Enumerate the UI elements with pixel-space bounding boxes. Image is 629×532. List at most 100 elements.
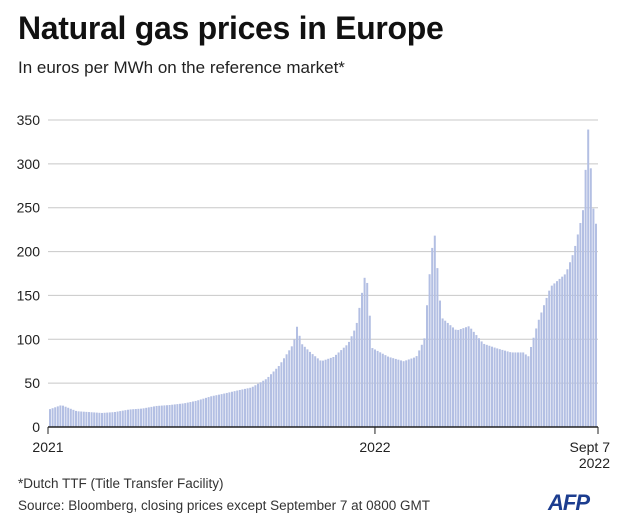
price-bar	[540, 312, 543, 427]
price-bar	[465, 327, 467, 427]
price-bar	[293, 339, 296, 427]
price-bar	[306, 349, 309, 427]
price-bar	[158, 405, 161, 427]
price-bar	[106, 412, 109, 427]
price-bar	[433, 235, 436, 427]
price-bar	[181, 403, 184, 427]
price-bar	[145, 407, 148, 427]
price-bar	[514, 352, 517, 427]
price-bar	[483, 343, 486, 427]
price-bar	[168, 405, 171, 427]
price-bar	[56, 406, 59, 427]
price-bar	[524, 354, 527, 427]
price-bar	[223, 393, 226, 427]
price-bar	[342, 347, 345, 427]
price-bar	[155, 405, 158, 427]
price-bar	[491, 346, 493, 427]
price-bar	[101, 412, 103, 427]
price-bar	[129, 409, 132, 427]
afp-logo: AFP	[548, 490, 628, 520]
price-bar	[335, 354, 337, 427]
price-bar	[459, 329, 462, 427]
price-bar	[311, 354, 314, 427]
price-bar	[392, 358, 395, 427]
price-bar	[436, 268, 439, 427]
price-bar	[485, 344, 488, 427]
price-bar	[124, 410, 127, 427]
price-bar	[199, 399, 202, 427]
price-bar	[506, 351, 509, 427]
price-bar	[98, 412, 101, 427]
price-bar	[415, 356, 418, 427]
price-bar	[394, 358, 397, 427]
x-tick-label: Sept 7	[570, 439, 611, 455]
price-bar	[361, 292, 363, 427]
price-bar	[314, 356, 317, 427]
price-bar	[218, 394, 220, 427]
price-bar	[59, 405, 62, 427]
price-bar	[587, 129, 590, 427]
price-bar	[579, 223, 582, 427]
price-bar	[270, 374, 272, 427]
y-tick-label: 350	[17, 112, 41, 128]
price-bar	[379, 352, 382, 427]
price-bar	[576, 234, 579, 427]
price-bar	[519, 352, 522, 427]
price-bars	[49, 129, 597, 427]
price-bar	[428, 274, 431, 427]
price-bar	[457, 329, 460, 427]
price-bar	[319, 360, 322, 427]
price-bar	[277, 366, 280, 427]
price-bar	[402, 361, 405, 427]
price-bar	[381, 353, 384, 427]
price-bar	[82, 411, 85, 427]
price-bar	[179, 403, 181, 427]
price-bar	[173, 404, 176, 427]
y-tick-label: 50	[24, 375, 40, 391]
price-bar	[478, 338, 480, 427]
price-bar	[220, 394, 223, 427]
price-bar	[114, 411, 116, 427]
price-bar	[389, 357, 392, 427]
price-bar	[134, 409, 137, 427]
y-tick-label: 250	[17, 200, 41, 216]
price-bar	[420, 344, 423, 427]
price-bar	[571, 255, 574, 427]
x-tick-label: 2022	[359, 439, 390, 455]
x-tick-label: 2021	[32, 439, 63, 455]
price-bar	[493, 347, 496, 427]
price-bar	[231, 391, 233, 427]
price-bar	[147, 407, 150, 427]
price-bar	[517, 352, 519, 427]
price-bar	[166, 405, 168, 427]
price-bar	[75, 410, 77, 427]
price-bar	[228, 392, 231, 427]
price-bar	[324, 359, 327, 427]
price-bar	[119, 411, 122, 427]
price-bar	[142, 408, 145, 427]
price-bar	[236, 390, 239, 427]
price-bar	[322, 360, 324, 427]
price-bar	[127, 409, 129, 427]
price-bar	[446, 322, 449, 427]
price-bar	[184, 403, 187, 427]
price-bar	[257, 383, 259, 427]
price-bar	[418, 350, 421, 427]
price-bar	[480, 341, 483, 427]
price-bar	[171, 404, 174, 427]
price-bar	[254, 385, 257, 427]
x-tick-label-year: 2022	[579, 455, 610, 470]
price-bar	[49, 409, 51, 427]
price-bar	[280, 362, 283, 427]
price-bar	[207, 397, 210, 427]
price-bar	[592, 208, 595, 427]
price-bar	[225, 392, 228, 427]
price-bar	[264, 379, 267, 427]
chart-title: Natural gas prices in Europe	[18, 10, 444, 46]
price-bar	[584, 169, 587, 427]
price-bar	[400, 360, 402, 427]
price-bar	[85, 411, 88, 427]
y-tick-label: 300	[17, 156, 41, 172]
price-bar	[595, 223, 597, 427]
